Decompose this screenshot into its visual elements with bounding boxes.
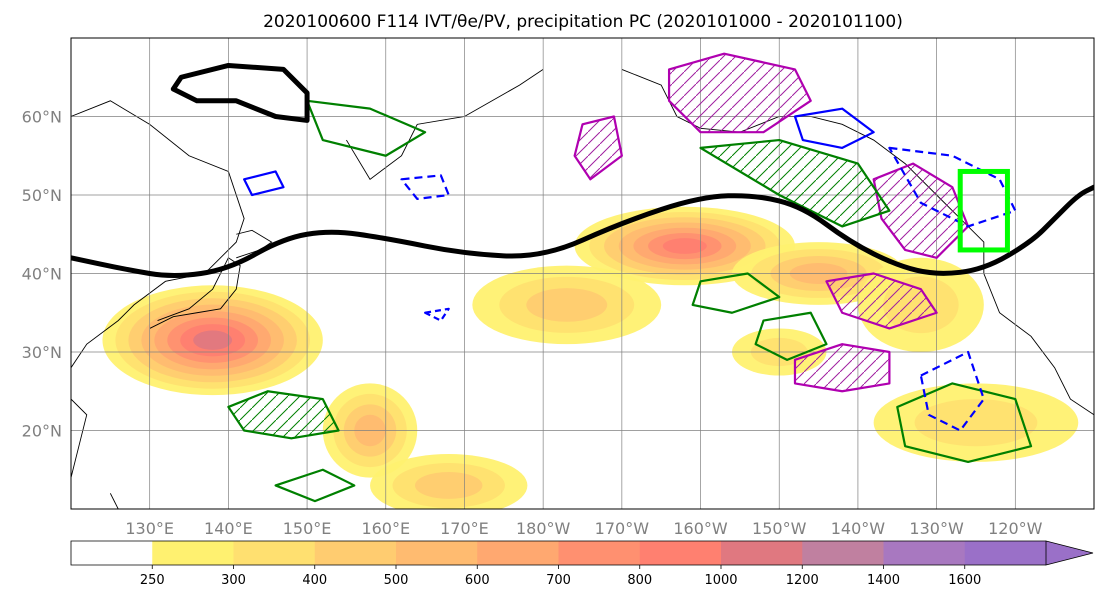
pv-magenta-contour-2 — [825, 272, 938, 330]
x-tick-label: 140°W — [831, 519, 886, 538]
pv-magenta-contour-4 — [573, 115, 623, 181]
pv-magenta-contour-1 — [872, 162, 970, 259]
colorbar-label: 300 — [221, 573, 246, 588]
pv-magenta-contour-0 — [667, 52, 812, 134]
colorbar-swatch — [639, 541, 722, 565]
colorbar-swatch — [964, 541, 1047, 565]
y-tick-label: 40°N — [22, 265, 62, 284]
pv-blue-contour-1 — [888, 146, 1017, 228]
coastline-6 — [109, 493, 119, 509]
map-panel: 130°E 140°E 150°E 160°E 170°E 180°W 170°W 160°W… — [22, 37, 1095, 539]
x-tick-label: 170°W — [595, 519, 650, 538]
colorbar-swatch — [558, 541, 641, 565]
colorbar-swatch — [883, 541, 966, 565]
colorbar-label: 400 — [302, 573, 327, 588]
colorbar-label: 600 — [465, 573, 490, 588]
pv-contours — [227, 52, 1033, 503]
pv-blue-contour-2 — [400, 174, 450, 201]
x-tick-label: 150°W — [752, 519, 807, 538]
x-tick-label: 160°W — [673, 519, 728, 538]
coastline-2 — [236, 229, 273, 259]
theta-e-main-contour — [71, 184, 1094, 278]
pv-green-contour-4 — [691, 272, 781, 314]
colorbar: 250 300 400 500 600 700 800 1000 1200 1400 1600 — [70, 540, 1094, 588]
pv-green-contour-5 — [896, 382, 1033, 463]
coastline-3 — [346, 69, 544, 180]
map-frame — [70, 37, 1095, 510]
colorbar-label: 700 — [546, 573, 571, 588]
pv-blue-contour-5 — [424, 307, 450, 322]
colorbar-swatch — [721, 541, 803, 565]
ivt-contour-4-400 — [526, 288, 608, 322]
y-tick-label: 30°N — [22, 343, 62, 362]
coastline-1 — [149, 257, 241, 329]
pv-green-contour-2 — [227, 390, 340, 440]
axis-ticks: 130°E 140°E 150°E 160°E 170°E 180°W 170°W 160°W… — [22, 108, 1043, 539]
colorbar-extend-arrow — [1045, 540, 1094, 566]
y-tick-label: 60°N — [22, 108, 62, 127]
ivt-contour-0-1000 — [193, 330, 233, 350]
x-tick-label: 120°W — [988, 519, 1043, 538]
colorbar-swatch — [233, 541, 316, 565]
x-tick-label: 160°E — [361, 519, 410, 538]
target-box — [957, 168, 1010, 253]
theta-e-contour — [71, 62, 1094, 278]
colorbar-label: 800 — [627, 573, 652, 588]
colorbar-label: 1000 — [704, 573, 737, 588]
pv-magenta-contour-3 — [793, 343, 891, 393]
theta-e-closed-contour — [170, 62, 310, 123]
x-tick-label: 140°E — [204, 519, 253, 538]
x-tick-label: 130°E — [125, 519, 174, 538]
y-tick-label: 20°N — [22, 422, 62, 441]
colorbar-swatch — [396, 541, 478, 565]
ivt-contour-2-400 — [414, 471, 483, 499]
colorbar-label: 250 — [140, 573, 165, 588]
pv-blue-contour-4 — [243, 170, 285, 197]
pv-blue-contour-0 — [793, 107, 875, 149]
pv-green-contour-3 — [754, 311, 828, 361]
x-tick-label: 170°E — [440, 519, 489, 538]
colorbar-label: 500 — [384, 573, 409, 588]
pv-green-contour-1 — [699, 138, 891, 228]
colorbar-label: 1400 — [867, 573, 900, 588]
colorbar-label: 1600 — [948, 573, 981, 588]
colorbar-swatch — [802, 541, 884, 565]
x-tick-label: 180°W — [516, 519, 571, 538]
ivt-contour-7-300 — [914, 399, 1038, 447]
colorbar-swatch — [71, 541, 153, 565]
colorbar-swatch — [152, 541, 234, 565]
x-tick-label: 130°W — [909, 519, 964, 538]
pv-green-contour-6 — [274, 468, 356, 503]
x-tick-label: 150°E — [283, 519, 332, 538]
colorbar-swatch — [477, 541, 559, 565]
y-tick-label: 50°N — [22, 186, 62, 205]
target-region-box — [957, 168, 1010, 253]
chart-title: 2020100600 F114 IVT/θe/PV, precipitation… — [263, 12, 903, 32]
pv-green-contour-0 — [305, 99, 427, 157]
ivt-contour-3-800 — [662, 238, 707, 254]
colorbar-swatch — [314, 541, 397, 565]
colorbar-label: 1200 — [786, 573, 819, 588]
pv-blue-contour-3 — [919, 350, 985, 432]
